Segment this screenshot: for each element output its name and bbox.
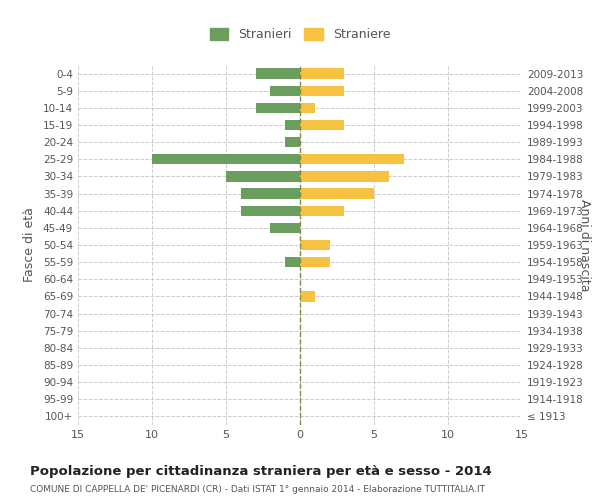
Bar [285, 257, 300, 268]
Bar [152, 154, 300, 164]
Bar [241, 188, 300, 198]
Bar [300, 206, 344, 216]
Bar [300, 257, 329, 268]
Y-axis label: Anni di nascita: Anni di nascita [578, 198, 590, 291]
Text: Popolazione per cittadinanza straniera per età e sesso - 2014: Popolazione per cittadinanza straniera p… [30, 465, 492, 478]
Y-axis label: Fasce di età: Fasce di età [23, 208, 36, 282]
Bar [300, 292, 315, 302]
Bar [300, 68, 344, 78]
Bar [300, 240, 329, 250]
Bar [300, 120, 344, 130]
Bar [300, 172, 389, 181]
Bar [256, 102, 300, 113]
Text: COMUNE DI CAPPELLA DE' PICENARDI (CR) - Dati ISTAT 1° gennaio 2014 - Elaborazion: COMUNE DI CAPPELLA DE' PICENARDI (CR) - … [30, 485, 485, 494]
Bar [271, 222, 300, 233]
Bar [271, 86, 300, 96]
Bar [226, 172, 300, 181]
Bar [300, 188, 374, 198]
Legend: Stranieri, Straniere: Stranieri, Straniere [206, 24, 394, 45]
Bar [241, 206, 300, 216]
Bar [256, 68, 300, 78]
Bar [300, 154, 404, 164]
Bar [300, 102, 315, 113]
Bar [285, 120, 300, 130]
Bar [300, 86, 344, 96]
Bar [285, 137, 300, 147]
